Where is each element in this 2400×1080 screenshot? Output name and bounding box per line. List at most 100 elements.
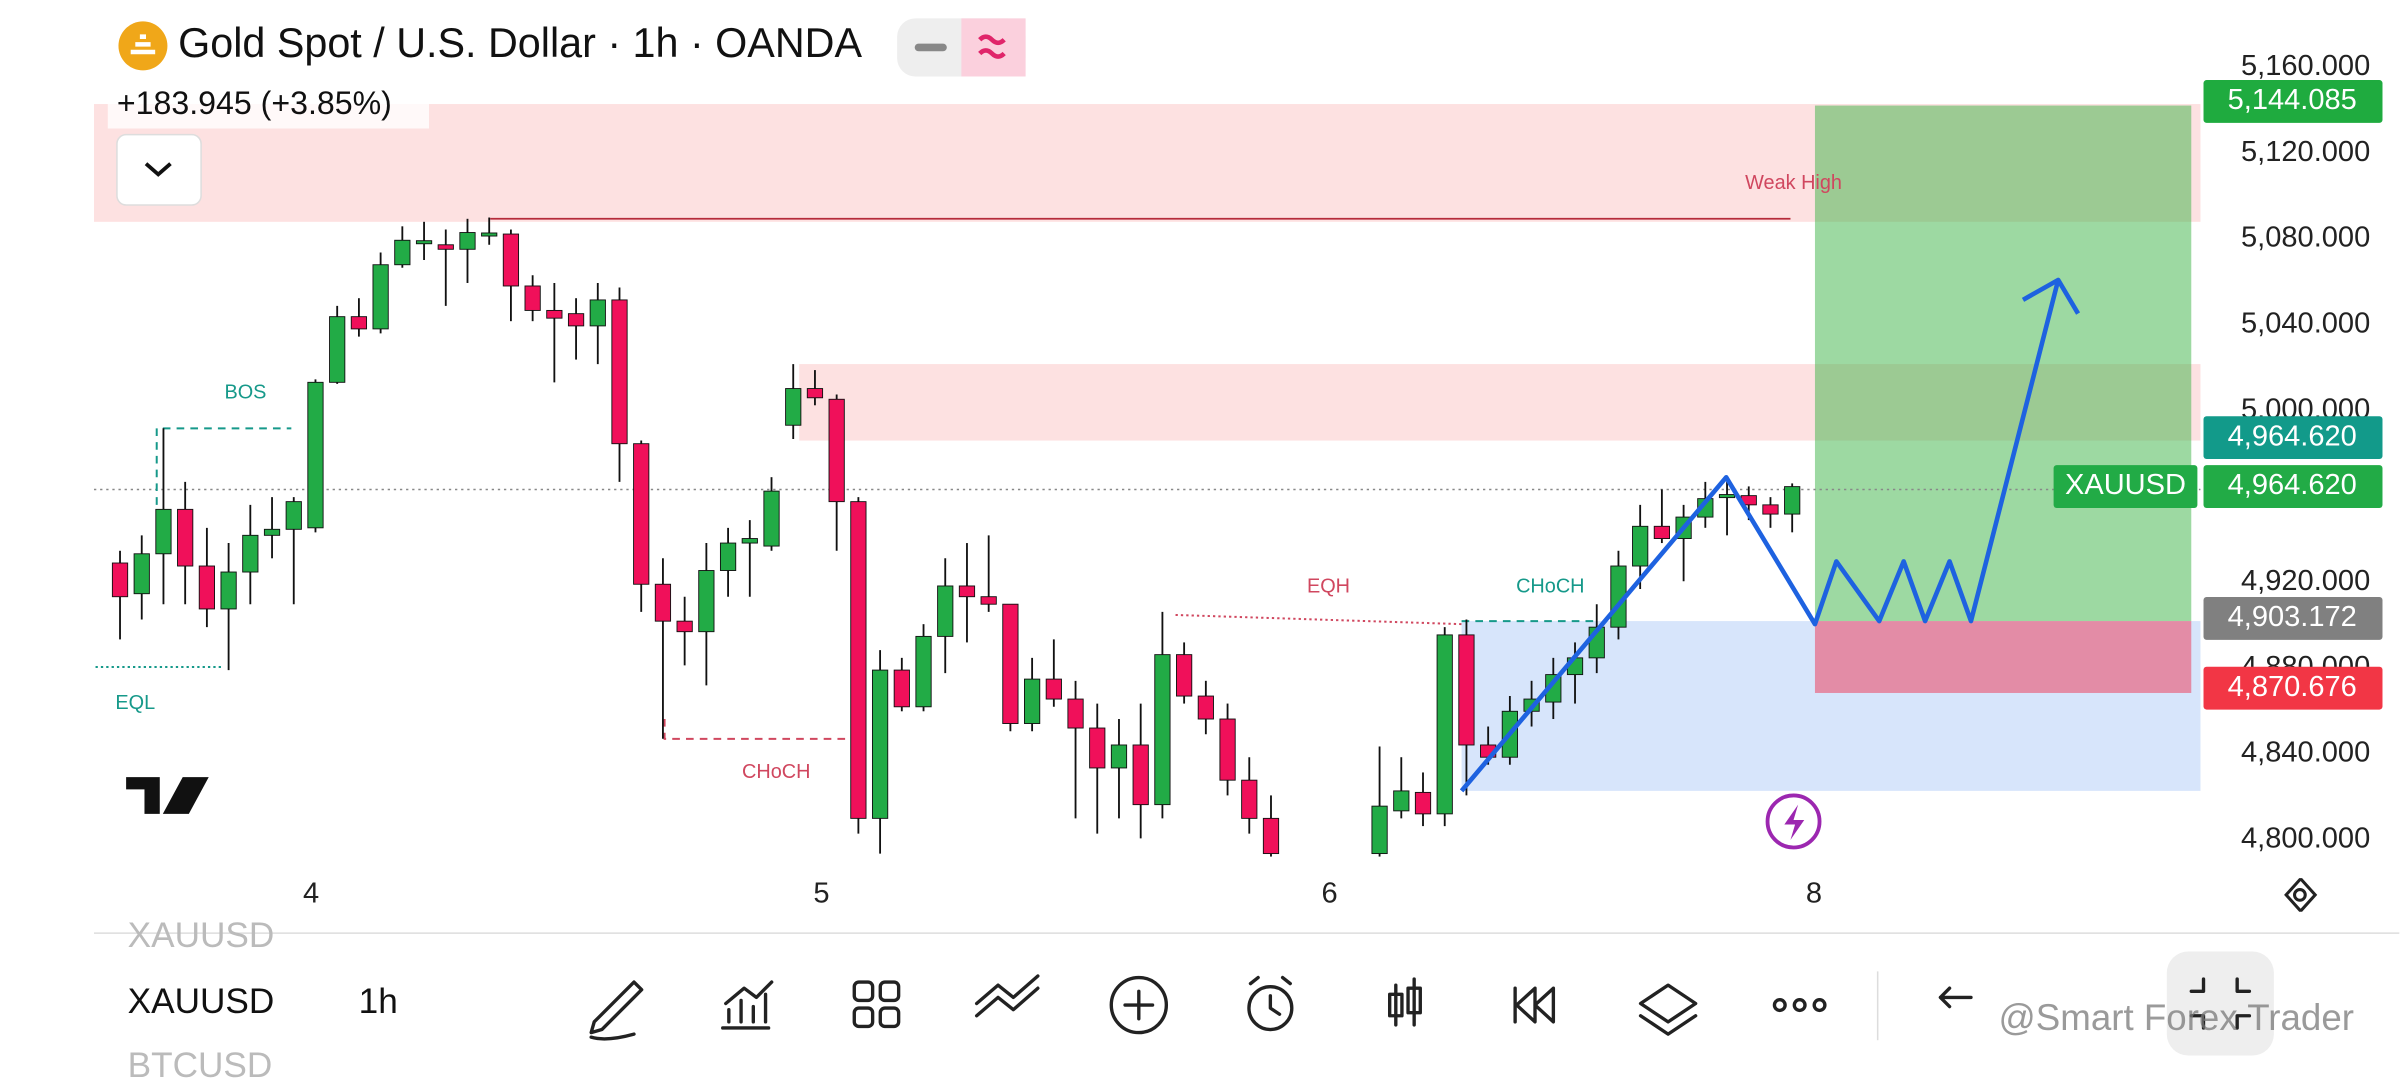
candle-body [155,508,172,555]
collapse-button[interactable] [116,133,202,206]
profit-zone [1814,105,2192,622]
candle-body [654,583,672,622]
candle-body [1653,525,1670,540]
candle-body [372,264,389,330]
plot [111,217,1801,857]
lightning-button[interactable] [1765,793,1822,850]
trend-icon[interactable] [974,974,1040,1018]
candle-body [893,669,910,708]
y-tick-label: 5,040.000 [2241,307,2370,339]
candle-body [741,538,758,544]
draw-icon[interactable] [589,980,644,1041]
candle-body [1393,790,1410,812]
chevron-icon [144,162,172,177]
fullscreen-icon [2189,977,2252,1030]
symbol-tag [2053,465,2198,508]
price-marker [2203,666,2383,710]
candle-body [502,233,520,287]
x-tick-label: 8 [1806,878,1822,910]
candle-body [719,542,737,571]
header-button[interactable] [961,18,1026,77]
tv-logo [126,777,209,814]
symbol-option[interactable]: XAUUSD [128,916,275,955]
candle-body [263,528,281,536]
eqh-line [1175,613,1462,626]
lightning-icon [1784,804,1805,840]
candle-body [611,299,628,445]
candle-body [1784,486,1801,515]
symbol-selected[interactable]: XAUUSD [128,982,275,1021]
candle-body [785,388,802,426]
candle-body [133,553,150,595]
price-marker-label: 4,964.620 [2228,469,2357,501]
wave-icon [978,34,1006,59]
undo-icon[interactable] [1938,986,1973,1009]
chart-title[interactable]: Gold Spot / U.S. Dollar · 1h · OANDA [178,20,862,66]
candle-body [676,620,693,633]
candle-body [1436,634,1453,815]
candle-body [1371,805,1388,855]
candle-body [307,381,324,529]
bos-line [155,427,292,505]
candle-body [242,534,259,573]
annotation: Weak High [1745,172,1842,194]
candle-body [1089,727,1106,769]
layers-icon[interactable] [1638,983,1698,1036]
price-marker [2203,597,2383,640]
candle-body [1458,634,1475,746]
price-marker-label: 4,903.172 [2228,601,2357,633]
annotation: EQH [1307,576,1350,598]
candle-body [980,596,997,605]
candle-body [958,585,976,598]
candle-body [1632,525,1649,567]
candle-body [937,585,954,637]
candle-body [546,309,563,319]
more-icon[interactable] [1772,998,1827,1013]
candle-body [285,501,302,530]
add-icon[interactable] [1109,975,1169,1035]
settings-icon[interactable] [2284,878,2318,912]
alert-icon[interactable] [1247,975,1294,1032]
y-tick-label: 5,120.000 [2241,136,2370,168]
price-change: +183.945 (+3.85%) [117,85,392,121]
candle-icon[interactable] [1388,977,1422,1027]
candle-body [1718,494,1736,499]
candle-body [481,232,498,237]
candle-body [524,285,541,311]
projection-path [1459,279,2061,793]
layout-icon[interactable] [852,980,901,1029]
candle-body [329,316,346,383]
candle-body [1197,695,1214,720]
interval[interactable]: 1h [359,982,398,1021]
replay-icon[interactable] [1513,986,1556,1024]
price-marker-label: 4,870.676 [2228,671,2357,703]
candle-body [1414,791,1432,815]
candle-body [394,239,411,266]
price-marker [2203,416,2383,460]
fullscreen-button[interactable] [2166,951,2274,1056]
candle-body [111,562,129,598]
candle-body [220,571,237,610]
settings-icon-dot [2293,888,2307,902]
price-marker-label: 5,144.085 [2228,84,2357,116]
indicator-icon[interactable] [721,980,774,1030]
y-tick-label: 4,920.000 [2241,565,2370,597]
annotation: CHoCH [742,761,810,783]
candle-body [1154,654,1171,806]
change-bg [107,82,430,129]
annotation: BOS [224,381,266,403]
toolbar-icons [589,951,2274,1056]
candle-body [1176,654,1193,697]
candle-body [198,565,215,610]
symbol-option[interactable]: BTCUSD [128,1046,273,1080]
x-tick-label: 5 [813,878,829,910]
candle-body [415,240,433,245]
price-marker [2203,465,2383,508]
candle-body [850,501,867,819]
candle-body [806,388,824,399]
candle-body [1024,678,1041,724]
candle-body [437,244,454,250]
candle-body [1762,504,1779,515]
